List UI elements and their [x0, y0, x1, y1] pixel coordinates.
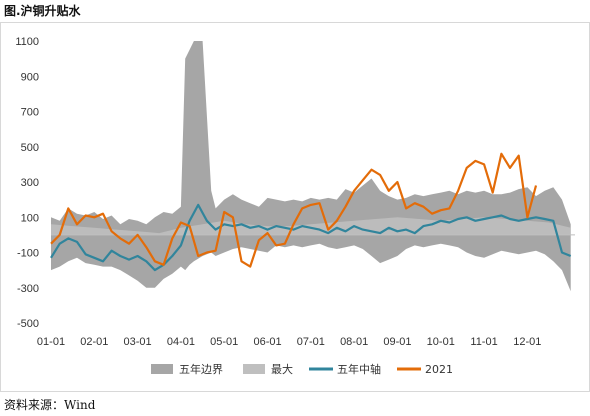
x-tick-label: 03-01: [124, 336, 152, 348]
y-tick-label: -100: [17, 248, 39, 260]
y-tick-label: 100: [21, 212, 39, 224]
y-tick-label: -500: [17, 318, 39, 330]
x-tick-label: 09-01: [383, 336, 411, 348]
band-layer: [51, 41, 571, 292]
chart-frame: -500 -300 -100 100 300 500 700 900 1100 01-01 02-…: [0, 22, 590, 392]
source-note: 资料来源：Wind: [4, 398, 96, 412]
series-band-area: [51, 41, 571, 292]
y-tick-label: 300: [21, 177, 39, 189]
legend-label: 五年边界: [179, 362, 223, 376]
x-tick-label: 11-01: [470, 336, 497, 348]
x-tick-label: 01-01: [37, 336, 65, 348]
y-tick-label: 1100: [15, 36, 39, 48]
y-tick-label: 900: [21, 71, 39, 83]
x-tick-label: 05-01: [210, 336, 238, 348]
x-tick-label: 08-01: [340, 336, 368, 348]
legend-label: 2021: [425, 363, 453, 376]
x-tick-label: 07-01: [297, 336, 325, 348]
series-line-2021: [50, 152, 538, 268]
x-tick-label: 06-01: [253, 336, 281, 348]
legend: 五年边界 最大 五年中轴 2021: [151, 362, 453, 376]
y-axis: -500 -300 -100 100 300 500 700 900 1100: [15, 36, 39, 330]
x-tick-label: 04-01: [167, 336, 195, 348]
legend-label: 五年中轴: [337, 362, 381, 376]
y-tick-label: -300: [17, 283, 39, 295]
line-layer: [50, 152, 572, 272]
x-tick-label: 10-01: [427, 336, 455, 348]
legend-swatch: [151, 364, 173, 374]
x-tick-label: 02-01: [80, 336, 108, 348]
y-tick-label: 500: [21, 142, 39, 154]
legend-swatch: [243, 364, 265, 374]
series-line-median: [50, 203, 572, 272]
x-tick-label: 12-01: [513, 336, 541, 348]
figure-title: 图.沪铜升贴水: [4, 4, 81, 18]
chart: -500 -300 -100 100 300 500 700 900 1100 01-01 02-…: [15, 36, 575, 376]
x-axis: 01-01 02-01 03-01 04-01 05-01 06-01 07-01 08-01…: [37, 336, 542, 348]
legend-label: 最大: [271, 362, 293, 376]
y-tick-label: 700: [21, 107, 39, 119]
